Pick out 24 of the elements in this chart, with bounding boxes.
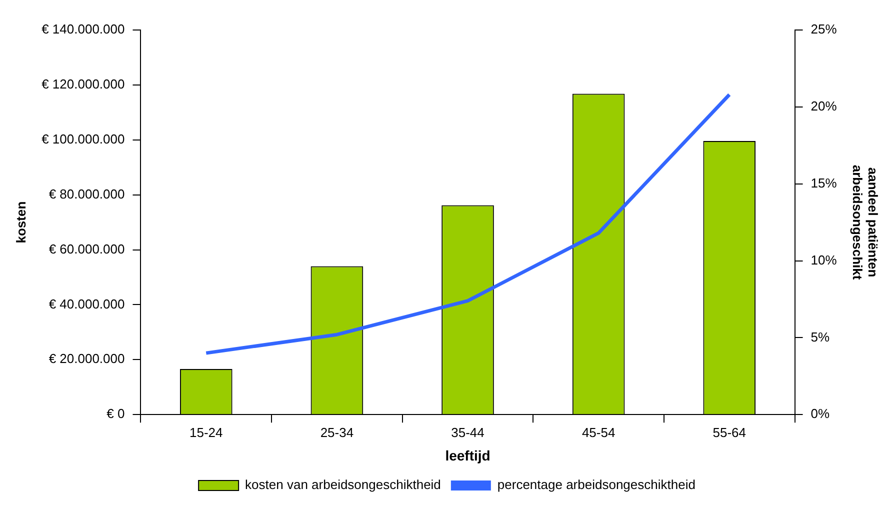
y2-axis-title: aandeel patiënten arbeidsongeschikt [850, 164, 881, 280]
y2-tick-label: 25% [810, 22, 838, 37]
x-tick-label: 35-44 [451, 424, 484, 440]
y2-tick-label: 0% [810, 406, 830, 422]
y2-tick-label: 20% [810, 98, 838, 114]
y2-tick-label: 5% [810, 329, 830, 344]
y-tick-label: € 40.000.000 [48, 296, 125, 312]
y2-tick-label: 15% [810, 175, 838, 190]
y-tick-label: € 20.000.000 [48, 351, 125, 366]
x-tick-label: 45-54 [582, 424, 616, 440]
legend-label: percentage arbeidsongeschiktheid [497, 477, 696, 492]
y-axis-title: kosten [13, 201, 28, 244]
y-tick-label: € 140.000.000 [42, 22, 125, 37]
y-tick-label: € 0 [106, 406, 125, 422]
y-tick-label: € 120.000.000 [42, 76, 125, 92]
x-axis-title: leeftijd [445, 447, 490, 464]
x-tick-label: 25-34 [320, 424, 354, 440]
y2-tick-label: 10% [810, 252, 838, 268]
legend-label: kosten van arbeidsongeschiktheid [245, 477, 441, 492]
y-tick-label: € 80.000.000 [48, 186, 125, 202]
y-tick-label: € 100.000.000 [42, 131, 125, 146]
x-tick-label: 55-64 [712, 424, 746, 440]
x-tick-label: 15-24 [190, 424, 223, 440]
y-tick-label: € 60.000.000 [48, 241, 125, 256]
